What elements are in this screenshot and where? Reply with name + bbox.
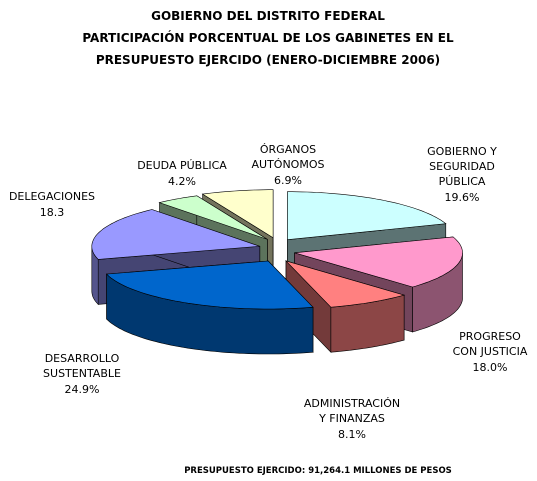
chart-title: GOBIERNO DEL DISTRITO FEDERAL PARTICIPACI… bbox=[82, 9, 454, 67]
slice-label: DESARROLLO SUSTENTABLE bbox=[43, 352, 121, 380]
value-label: 18.0% bbox=[473, 361, 508, 374]
slice bbox=[287, 191, 447, 241]
value-label: 8.1% bbox=[338, 428, 366, 441]
slice bbox=[105, 260, 314, 355]
slice-label: DEUDA PÚBLICA bbox=[137, 159, 227, 172]
value-label: 24.9% bbox=[65, 383, 100, 396]
slice bbox=[91, 209, 260, 260]
value-label: 19.6% bbox=[445, 191, 480, 204]
slice bbox=[158, 195, 268, 240]
value-label: 6.9% bbox=[274, 174, 302, 187]
value-label: 18.3 bbox=[40, 206, 65, 219]
slice-label: ÓRGANOS AUTÓNOMOS bbox=[252, 143, 325, 171]
slice-label: GOBIERNO Y SEGURIDAD PÚBLICA bbox=[427, 145, 497, 188]
slice bbox=[284, 260, 406, 308]
slice-label: DELEGACIONES bbox=[9, 190, 95, 203]
slice bbox=[294, 236, 463, 288]
slice bbox=[105, 260, 314, 310]
slice bbox=[201, 189, 274, 239]
slice-label: ADMINISTRACIÓN Y FINANZAS bbox=[304, 397, 400, 425]
slice-label: PROGRESO CON JUSTICIA bbox=[453, 330, 528, 358]
value-label: 4.2% bbox=[168, 175, 196, 188]
chart-note: PRESUPUESTO EJERCIDO: 91,264.1 MILLONES … bbox=[184, 466, 452, 476]
